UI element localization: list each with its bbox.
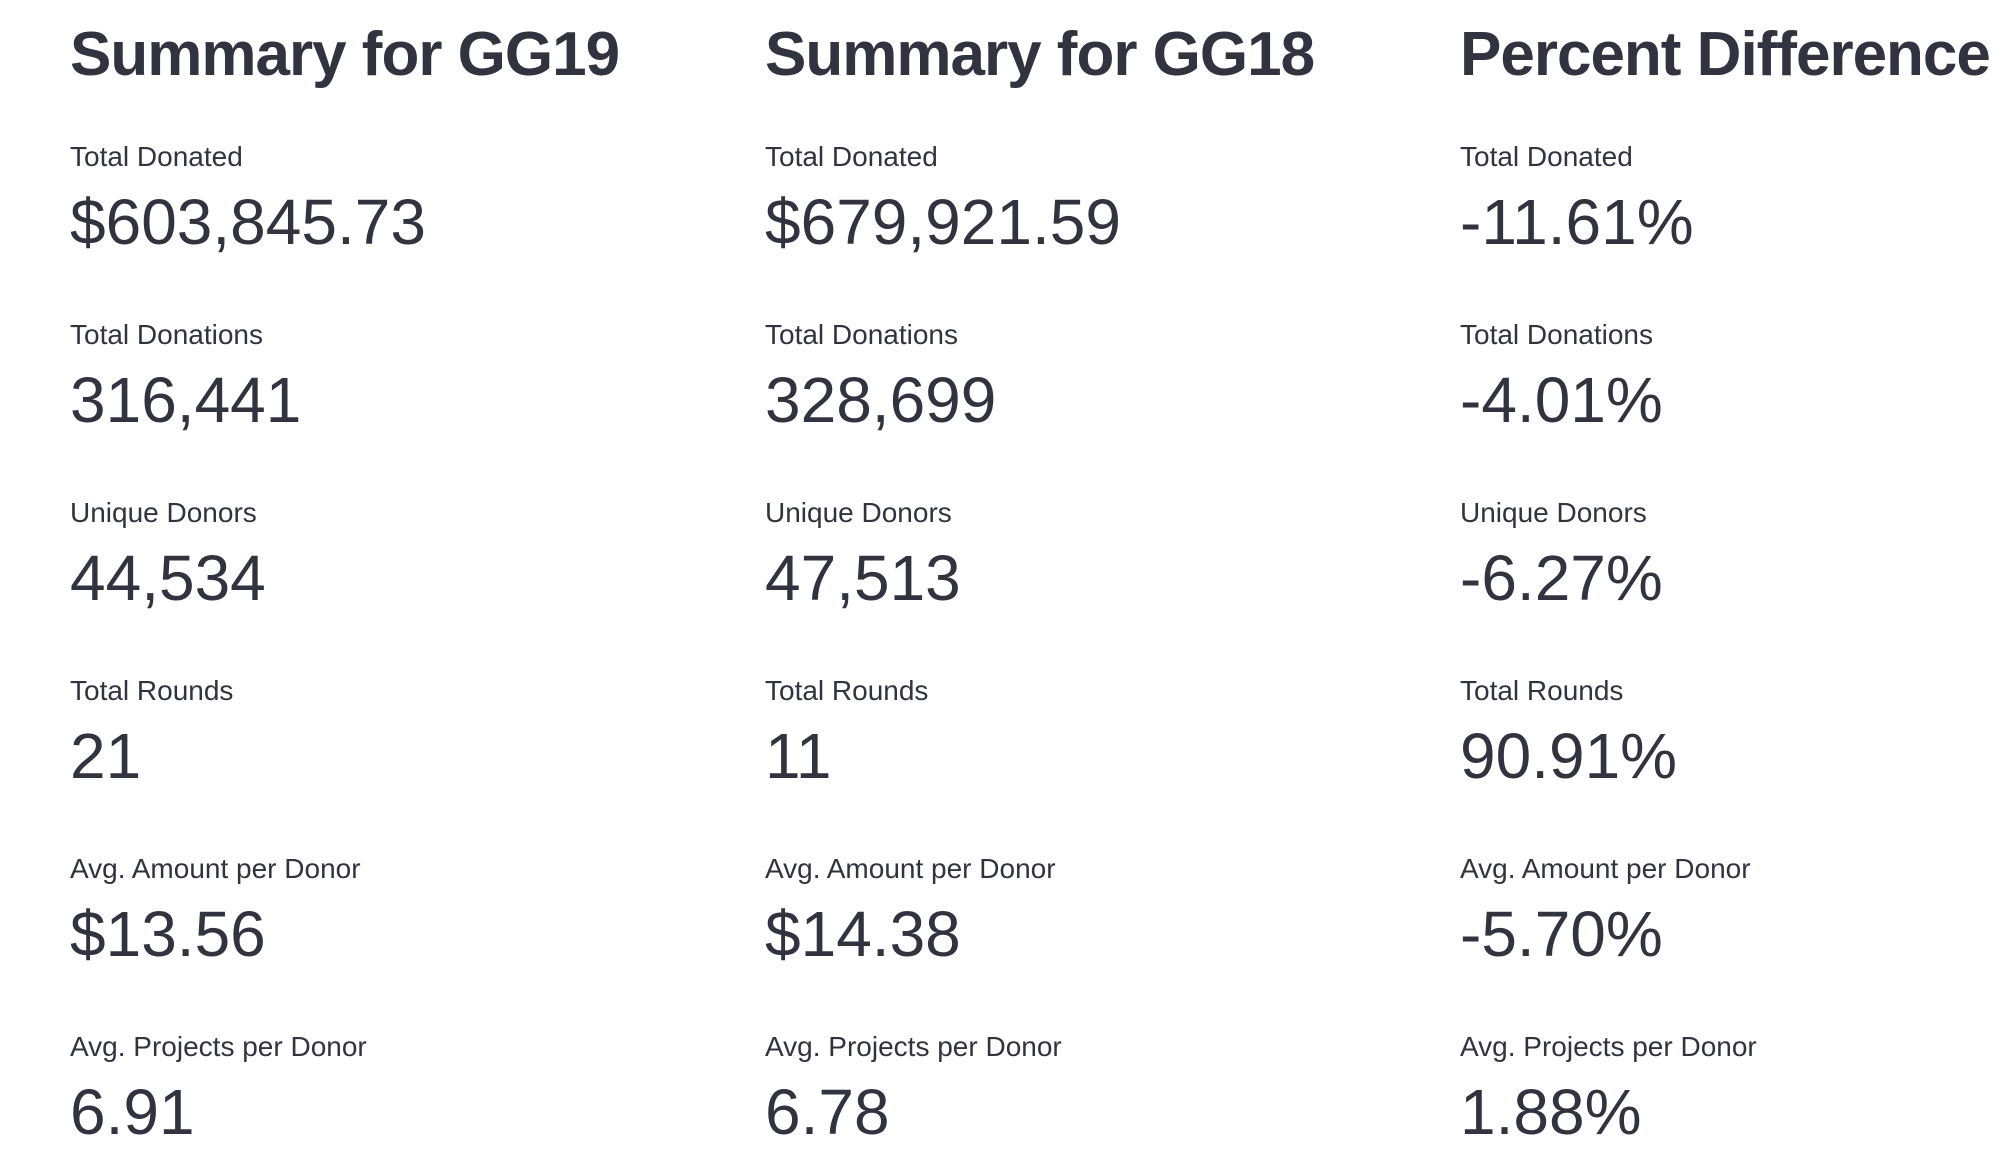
metric-label: Total Rounds: [70, 675, 234, 706]
metric-label: Total Donations: [765, 319, 959, 350]
metric-total-donated: Total Donated -11.61%: [1460, 135, 2012, 265]
metric-avg-amount-per-donor: Avg. Amount per Donor -5.70%: [1460, 847, 2012, 977]
metric-label: Total Donated: [765, 141, 938, 172]
metric-unique-donors: Unique Donors -6.27%: [1460, 491, 2012, 621]
metric-value: 1.88%: [1460, 1076, 1642, 1148]
metric-value: $603,845.73: [70, 186, 426, 258]
metric-label: Unique Donors: [1460, 497, 1647, 528]
summary-column-gg18: Summary for GG18 Total Donated $679,921.…: [765, 16, 1428, 1170]
metric-avg-projects-per-donor: Avg. Projects per Donor 6.78: [765, 1025, 1428, 1155]
metric-label: Total Donated: [1460, 141, 1633, 172]
metric-value: -11.61%: [1460, 186, 1694, 258]
metric-value: -4.01%: [1460, 364, 1663, 436]
metric-total-donations: Total Donations -4.01%: [1460, 313, 2012, 443]
metric-value: 21: [70, 720, 142, 792]
metric-label: Avg. Amount per Donor: [70, 853, 361, 884]
metric-label: Unique Donors: [765, 497, 952, 528]
percent-difference-column: Percent Difference Total Donated -11.61%…: [1460, 16, 2012, 1170]
metric-avg-amount-per-donor: Avg. Amount per Donor $14.38: [765, 847, 1428, 977]
column-title: Summary for GG18: [765, 20, 1315, 89]
metric-total-rounds: Total Rounds 21: [70, 669, 733, 799]
metric-total-rounds: Total Rounds 11: [765, 669, 1428, 799]
metric-label: Total Donations: [1460, 319, 1654, 350]
column-title: Summary for GG19: [70, 20, 620, 89]
metric-label: Avg. Projects per Donor: [1460, 1031, 1757, 1062]
metric-avg-projects-per-donor: Avg. Projects per Donor 6.91: [70, 1025, 733, 1155]
metric-value: 328,699: [765, 364, 997, 436]
metric-label: Avg. Projects per Donor: [765, 1031, 1062, 1062]
metric-label: Avg. Amount per Donor: [765, 853, 1056, 884]
summary-column-gg19: Summary for GG19 Total Donated $603,845.…: [70, 16, 733, 1170]
metric-value: $13.56: [70, 898, 266, 970]
metric-total-donations: Total Donations 316,441: [70, 313, 733, 443]
metric-value: 44,534: [70, 542, 266, 614]
metric-total-donated: Total Donated $603,845.73: [70, 135, 733, 265]
metric-value: -5.70%: [1460, 898, 1663, 970]
metric-unique-donors: Unique Donors 47,513: [765, 491, 1428, 621]
metric-value: 6.78: [765, 1076, 890, 1148]
metric-value: $679,921.59: [765, 186, 1121, 258]
metric-label: Avg. Projects per Donor: [70, 1031, 367, 1062]
metric-total-rounds: Total Rounds 90.91%: [1460, 669, 2012, 799]
metric-value: 6.91: [70, 1076, 195, 1148]
metric-value: $14.38: [765, 898, 961, 970]
metric-value: 316,441: [70, 364, 302, 436]
metric-total-donations: Total Donations 328,699: [765, 313, 1428, 443]
metric-label: Total Donations: [70, 319, 264, 350]
metric-label: Total Rounds: [765, 675, 929, 706]
metric-avg-amount-per-donor: Avg. Amount per Donor $13.56: [70, 847, 733, 977]
metric-avg-projects-per-donor: Avg. Projects per Donor 1.88%: [1460, 1025, 2012, 1155]
metric-total-donated: Total Donated $679,921.59: [765, 135, 1428, 265]
metric-value: -6.27%: [1460, 542, 1663, 614]
metric-label: Total Donated: [70, 141, 243, 172]
metric-label: Avg. Amount per Donor: [1460, 853, 1751, 884]
metric-value: 47,513: [765, 542, 961, 614]
metric-label: Unique Donors: [70, 497, 257, 528]
metric-value: 90.91%: [1460, 720, 1678, 792]
metric-label: Total Rounds: [1460, 675, 1624, 706]
column-title: Percent Difference: [1460, 20, 1991, 89]
metric-unique-donors: Unique Donors 44,534: [70, 491, 733, 621]
metric-value: 11: [765, 720, 832, 792]
